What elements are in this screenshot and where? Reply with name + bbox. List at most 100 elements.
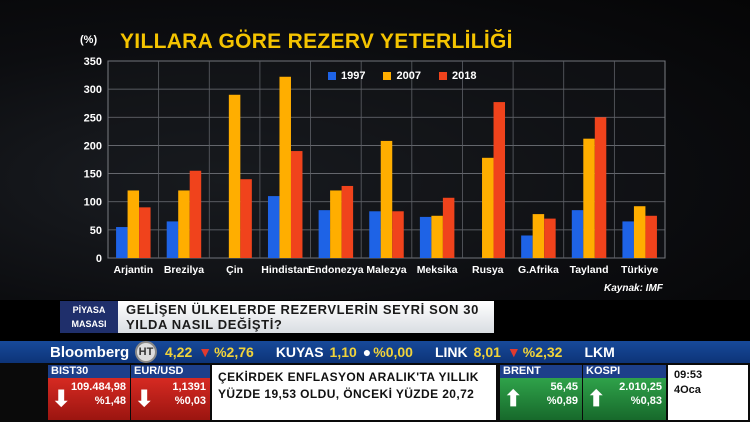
- bar-2007-Hindistan: [279, 76, 291, 258]
- y-axis-unit: (%): [80, 34, 98, 46]
- bar-2007-Meksika: [431, 215, 443, 258]
- headline-box: GELİŞEN ÜLKELERDE REZERVLERİN SEYRİ SON …: [118, 301, 494, 333]
- bar-2018-Tayland: [594, 117, 607, 259]
- arrow-down-icon: ▼: [506, 344, 521, 360]
- x-tick-label: G.Afrika: [518, 264, 559, 276]
- market-label: BRENT: [500, 365, 582, 378]
- ticker-change: %2,32: [522, 344, 563, 360]
- ticker-name: KUYAS: [275, 344, 324, 360]
- bar-2018-Hindistan: [290, 151, 303, 258]
- ticker-name: LINK: [434, 344, 468, 360]
- y-tick-label: 100: [84, 197, 102, 209]
- bar-2018-Endonezya: [341, 185, 354, 258]
- bar-1997-Türkiye: [622, 221, 634, 258]
- market-value: 2.010,25: [619, 381, 662, 393]
- market-value: 56,45: [550, 381, 578, 393]
- bar-2018-Meksika: [442, 197, 455, 258]
- clock-time: 09:53: [674, 369, 703, 381]
- chart-source: Kaynak: IMF: [604, 283, 663, 294]
- bar-1997-Arjantin: [116, 227, 128, 258]
- bar-1997-Brezilya: [166, 221, 179, 258]
- channel-logo-icon: HT: [135, 341, 157, 363]
- news-line2: YÜZDE 19,53 OLDU, ÖNCEKİ YÜZDE 20,72: [218, 387, 475, 401]
- headline-line1: GELİŞEN ÜLKELERDE REZERVLERİN SEYRİ SON …: [126, 302, 479, 317]
- x-tick-label: Arjantin: [113, 264, 153, 276]
- bar-2007-Malezya: [380, 140, 393, 258]
- y-tick-label: 50: [90, 225, 102, 237]
- x-tick-label: Tayland: [570, 264, 609, 276]
- bar-1997-Tayland: [571, 210, 584, 258]
- y-tick-label: 200: [84, 140, 102, 152]
- bar-2018-Brezilya: [189, 170, 202, 258]
- y-tick-label: 350: [84, 56, 102, 68]
- ticker-item-lkm: LKM: [584, 344, 620, 360]
- bar-1997-G.Afrika: [521, 235, 533, 258]
- program-badge-line1: PİYASA: [72, 305, 106, 315]
- arrow-up-icon: ⬆: [587, 386, 606, 411]
- bar-1997-Hindistan: [267, 196, 280, 258]
- x-tick-label: Endonezya: [308, 264, 364, 276]
- bar-2018-Malezya: [392, 211, 404, 258]
- x-tick-label: Rusya: [472, 264, 504, 276]
- bar-1997-Endonezya: [318, 210, 331, 258]
- x-tick-label: Hindistan: [261, 264, 309, 276]
- bar-2007-Rusya: [482, 157, 494, 258]
- legend-label-2018: 2018: [451, 70, 477, 82]
- legend-item-1997: 1997: [328, 70, 365, 82]
- arrow-down-icon: ▼: [198, 344, 213, 360]
- market-change: %0,03: [174, 395, 206, 407]
- bar-2018-Rusya: [493, 102, 506, 259]
- ticker-value: 8,01: [473, 344, 501, 360]
- market-ticker: Bloomberg HT 4,22 ▼ %2,76 KUYAS 1,10 ● %…: [0, 341, 750, 363]
- y-tick-label: 0: [96, 253, 102, 265]
- legend-swatch-2007: [383, 72, 392, 80]
- bar-2018-Türkiye: [645, 215, 657, 258]
- arrow-up-icon: ⬆: [504, 386, 523, 411]
- ticker-change: %2,76: [214, 344, 254, 360]
- ticker-item-kuyas: KUYAS 1,10 ● %0,00: [276, 344, 413, 360]
- arrow-down-icon: ⬇: [135, 386, 154, 411]
- bloomberg-logo: Bloomberg: [50, 343, 130, 361]
- y-tick-label: 300: [84, 84, 102, 96]
- x-tick-label: Meksika: [417, 264, 458, 276]
- legend-item-2007: 2007: [383, 70, 421, 82]
- legend-label-1997: 1997: [341, 70, 366, 82]
- news-box: ÇEKİRDEK ENFLASYON ARALIK'TA YILLIK YÜZD…: [212, 365, 496, 420]
- market-cell-bist30: BIST30 ⬇ 109.484,98 %1,48: [48, 365, 130, 420]
- bar-1997-Meksika: [419, 216, 432, 258]
- legend-swatch-2018: [438, 72, 447, 80]
- bar-2007-Türkiye: [633, 206, 646, 258]
- x-tick-label: Brezilya: [164, 264, 204, 276]
- ticker-value: 1,10: [329, 344, 357, 360]
- bar-2007-Çin: [228, 94, 241, 259]
- market-value: 109.484,98: [70, 381, 126, 393]
- legend-label-2007: 2007: [396, 70, 421, 82]
- ticker-name: LKM: [584, 344, 615, 360]
- x-tick-label: Çin: [226, 264, 243, 276]
- clock-date: 4Oca: [674, 384, 701, 396]
- ticker-item-first: 4,22 ▼ %2,76: [165, 344, 254, 360]
- market-label: BIST30: [48, 365, 130, 378]
- market-value: 1,1391: [172, 381, 206, 393]
- ticker-value: 4,22: [165, 344, 193, 360]
- bar-2007-Endonezya: [330, 190, 342, 258]
- program-badge-line2: MASASI: [71, 319, 107, 329]
- bar-2007-Arjantin: [127, 190, 140, 258]
- news-line1: ÇEKİRDEK ENFLASYON ARALIK'TA YILLIK: [218, 370, 479, 384]
- ticker-item-link: LINK 8,01 ▼ %2,32: [435, 344, 562, 360]
- y-tick-label: 250: [84, 112, 102, 124]
- y-tick-label: 150: [84, 169, 102, 181]
- market-cell-kospi: KOSPI ⬆ 2.010,25 %0,83: [583, 365, 666, 420]
- x-tick-label: Türkiye: [621, 264, 659, 276]
- bar-2018-Arjantin: [139, 207, 151, 258]
- market-change: %0,83: [630, 395, 662, 407]
- bar-1997-Malezya: [369, 211, 381, 258]
- clock: 09:53 4Oca: [668, 365, 748, 420]
- bar-chart: 0 50 100 150 200 250 300 350 Arjantin Brezilya Çin…: [84, 56, 666, 276]
- chart-legend: 1997 2007 2018: [328, 70, 476, 82]
- legend-item-2018: 2018: [438, 70, 477, 82]
- market-change: %1,48: [94, 395, 126, 407]
- x-tick-label: Malezya: [366, 264, 406, 276]
- neutral-dot-icon: ●: [362, 344, 372, 360]
- bar-2018-Çin: [240, 179, 252, 258]
